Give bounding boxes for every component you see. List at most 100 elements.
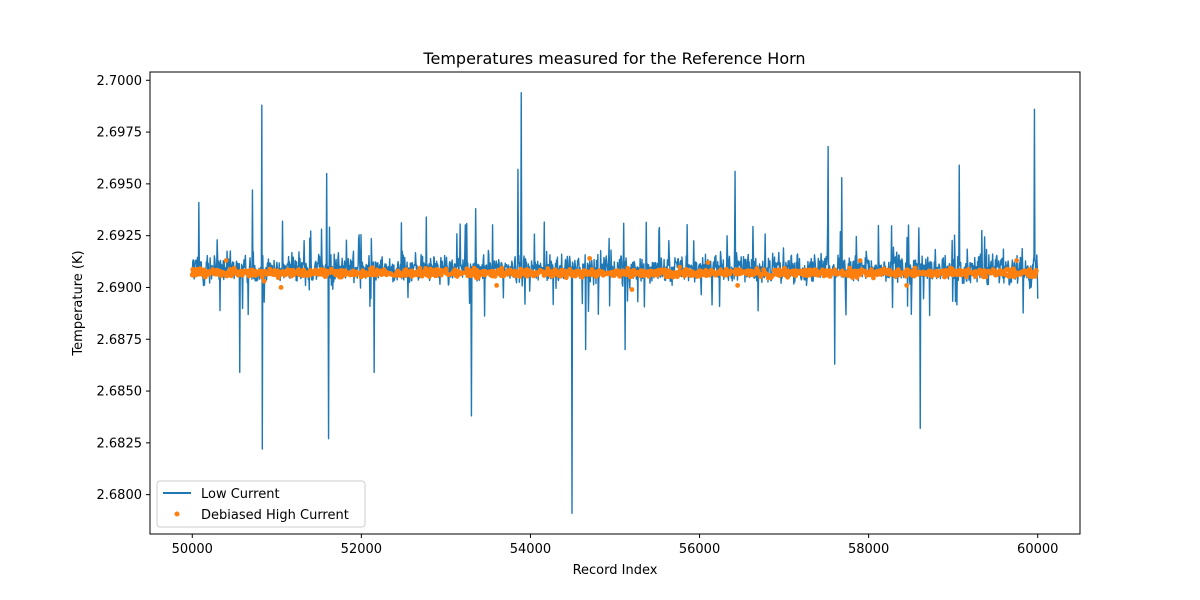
- high-current-point: [923, 271, 928, 277]
- high-current-point: [703, 273, 709, 279]
- high-current-point: [911, 272, 917, 277]
- high-current-point: [569, 273, 575, 279]
- high-current-point: [705, 260, 711, 265]
- high-current-point: [321, 267, 327, 273]
- high-current-point: [683, 267, 689, 272]
- x-tick-label: 56000: [679, 542, 720, 557]
- high-current-point: [688, 273, 694, 278]
- high-current-point: [579, 274, 585, 280]
- high-current-point: [633, 271, 639, 277]
- y-axis: 2.6800 2.6825 2.6850 2.6875 2.6900 2.6925 2.69…: [97, 74, 150, 503]
- high-current-point: [565, 271, 571, 277]
- high-current-point: [489, 270, 495, 276]
- high-current-point: [456, 269, 462, 275]
- high-current-point: [403, 267, 409, 272]
- high-current-point: [708, 267, 714, 273]
- high-current-point: [389, 271, 394, 277]
- high-current-point: [419, 273, 425, 279]
- high-current-point: [517, 273, 523, 279]
- x-tick-label: 54000: [510, 542, 551, 557]
- high-current-point: [968, 270, 974, 276]
- high-current-point: [680, 270, 686, 276]
- y-tick-label: 2.6850: [97, 385, 143, 400]
- plot-area: [150, 72, 1080, 534]
- high-current-point: [916, 269, 922, 275]
- high-current-point: [497, 271, 503, 277]
- high-current-point: [494, 282, 500, 288]
- high-current-point: [724, 266, 729, 272]
- high-current-point: [777, 271, 782, 277]
- high-current-point: [268, 271, 274, 277]
- high-current-point: [716, 269, 721, 275]
- high-current-point: [438, 267, 444, 273]
- high-current-point: [587, 256, 593, 261]
- high-current-point: [380, 271, 386, 277]
- x-tick-label: 58000: [848, 542, 889, 557]
- high-current-point: [432, 267, 438, 273]
- high-current-point: [966, 266, 971, 272]
- high-current-point: [622, 269, 627, 275]
- legend: Low Current Debiased High Current: [156, 480, 366, 528]
- high-current-point: [671, 270, 677, 276]
- high-current-point: [1014, 258, 1019, 263]
- high-current-point: [290, 268, 296, 274]
- high-current-point: [1029, 272, 1035, 277]
- high-current-point: [594, 271, 600, 277]
- high-current-point: [341, 268, 346, 274]
- x-tick-label: 60000: [1017, 542, 1058, 557]
- high-current-point: [785, 274, 791, 280]
- high-current-point: [478, 270, 483, 276]
- high-current-point: [764, 271, 770, 277]
- high-current-point: [603, 271, 609, 277]
- high-current-point: [423, 271, 429, 277]
- high-current-point: [472, 267, 478, 273]
- high-current-point: [358, 270, 364, 276]
- high-current-point: [528, 269, 534, 275]
- high-current-point: [214, 271, 220, 276]
- high-current-point: [248, 270, 254, 276]
- high-current-point: [443, 269, 449, 275]
- high-current-point: [483, 269, 489, 275]
- y-tick-label: 2.6800: [97, 488, 143, 503]
- high-current-point: [394, 270, 400, 275]
- high-current-point: [691, 270, 697, 276]
- high-current-point: [371, 272, 377, 277]
- high-current-point: [805, 271, 811, 277]
- high-current-point: [675, 271, 681, 277]
- high-current-point: [1024, 271, 1030, 276]
- high-current-point: [561, 269, 567, 275]
- high-current-point: [307, 272, 313, 278]
- x-tick-label: 50000: [172, 542, 213, 557]
- high-current-point: [228, 273, 234, 279]
- y-tick-label: 2.6900: [97, 281, 143, 296]
- high-current-point: [991, 270, 997, 276]
- high-current-point: [498, 266, 504, 272]
- high-current-point: [617, 271, 623, 277]
- high-current-point: [833, 270, 839, 276]
- high-current-point: [847, 265, 852, 271]
- high-current-point: [317, 267, 323, 273]
- high-current-point: [758, 274, 763, 279]
- high-current-point: [402, 272, 407, 278]
- high-current-point: [752, 269, 758, 275]
- high-current-point: [983, 274, 989, 280]
- high-current-point: [343, 272, 348, 278]
- high-current-point: [866, 272, 872, 277]
- high-current-point: [878, 271, 884, 277]
- high-current-point: [736, 270, 742, 275]
- high-current-point: [453, 273, 459, 279]
- high-current-point: [863, 269, 869, 275]
- high-current-point: [927, 272, 933, 278]
- high-current-point: [816, 270, 822, 275]
- high-current-point: [944, 272, 950, 277]
- high-current-point: [882, 270, 888, 275]
- high-current-point: [349, 270, 355, 276]
- high-current-point: [278, 271, 284, 277]
- high-current-point: [955, 271, 961, 277]
- high-current-point: [468, 273, 474, 279]
- y-tick-label: 2.7000: [97, 74, 143, 89]
- high-current-point: [874, 270, 880, 275]
- high-current-point: [977, 269, 982, 275]
- x-axis: 50000 52000 54000 56000 58000 60000: [172, 534, 1058, 557]
